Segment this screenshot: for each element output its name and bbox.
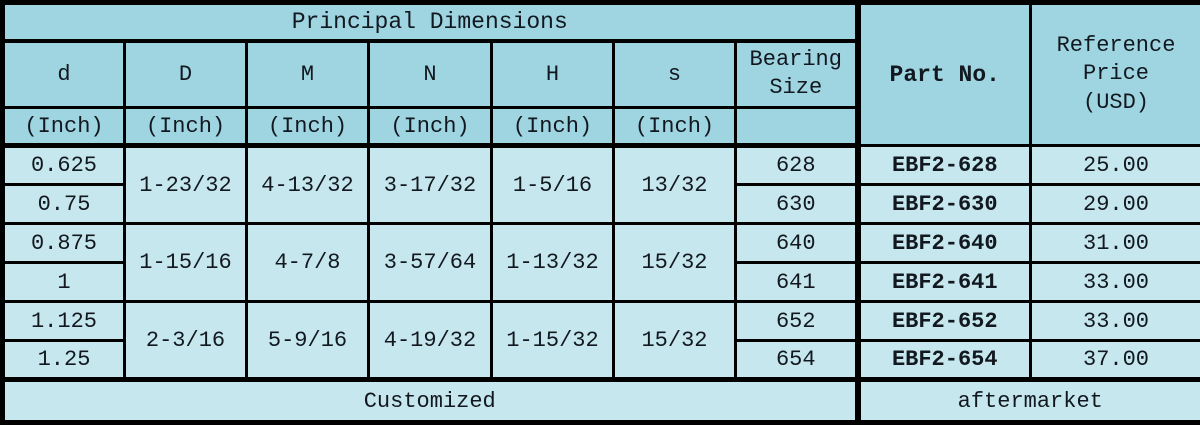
footer-customized: Customized [0, 377, 860, 424]
cell-bearing-size: 628 [733, 144, 860, 186]
cell-M: 4-7/8 [245, 222, 370, 303]
unit-cell-H: (Inch) [490, 106, 615, 148]
unit-cell-bearing-empty [733, 106, 860, 148]
cell-M: 4-13/32 [245, 144, 370, 225]
cell-d: 1.125 [1, 300, 126, 342]
footer-aftermarket: aftermarket [854, 377, 1200, 424]
cell-bearing-size: 654 [733, 339, 860, 381]
unit-cell-N: (Inch) [367, 106, 493, 148]
column-header-part-no: Part No. [854, 1, 1033, 147]
cell-H: 1-13/32 [490, 222, 615, 303]
cell-part-no: EBF2-640 [854, 222, 1033, 264]
cell-H: 1-15/32 [490, 300, 615, 381]
cell-price: 33.00 [1029, 261, 1200, 303]
cell-part-no: EBF2-630 [854, 183, 1033, 225]
cell-part-no: EBF2-628 [854, 144, 1033, 186]
cell-bearing-size: 640 [733, 222, 860, 264]
cell-d: 0.875 [1, 222, 126, 264]
column-header-M: M [245, 39, 370, 109]
cell-price: 25.00 [1029, 144, 1200, 186]
unit-cell-s: (Inch) [612, 106, 737, 148]
unit-cell-M: (Inch) [245, 106, 370, 148]
cell-price: 33.00 [1029, 300, 1200, 342]
cell-part-no: EBF2-654 [854, 339, 1033, 381]
cell-bearing-size: 630 [733, 183, 860, 225]
cell-bearing-size: 641 [733, 261, 860, 303]
cell-N: 3-17/32 [367, 144, 493, 225]
cell-N: 4-19/32 [367, 300, 493, 381]
unit-cell-d: (Inch) [1, 106, 126, 148]
column-header-D: D [123, 39, 248, 109]
column-header-N: N [367, 39, 493, 109]
column-header-reference-price: Reference Price (USD) [1029, 1, 1200, 147]
cell-N: 3-57/64 [367, 222, 493, 303]
column-header-s: s [612, 39, 737, 109]
cell-H: 1-5/16 [490, 144, 615, 225]
cell-D: 1-23/32 [123, 144, 248, 225]
cell-d: 1.25 [1, 339, 126, 381]
column-header-d: d [1, 39, 126, 109]
cell-price: 29.00 [1029, 183, 1200, 225]
cell-D: 1-15/16 [123, 222, 248, 303]
cell-s: 15/32 [612, 300, 737, 381]
cell-d: 0.625 [1, 144, 126, 186]
unit-cell-D: (Inch) [123, 106, 248, 148]
cell-M: 5-9/16 [245, 300, 370, 381]
cell-s: 15/32 [612, 222, 737, 303]
table-title: Principal Dimensions [0, 1, 860, 43]
column-header-H: H [490, 39, 615, 109]
cell-D: 2-3/16 [123, 300, 248, 381]
cell-d: 1 [1, 261, 126, 303]
cell-d: 0.75 [1, 183, 126, 225]
column-header-bearing-size: Bearing Size [733, 39, 860, 109]
cell-price: 31.00 [1029, 222, 1200, 264]
cell-part-no: EBF2-652 [854, 300, 1033, 342]
cell-bearing-size: 652 [733, 300, 860, 342]
cell-part-no: EBF2-641 [854, 261, 1033, 303]
cell-s: 13/32 [612, 144, 737, 225]
cell-price: 37.00 [1029, 339, 1200, 381]
